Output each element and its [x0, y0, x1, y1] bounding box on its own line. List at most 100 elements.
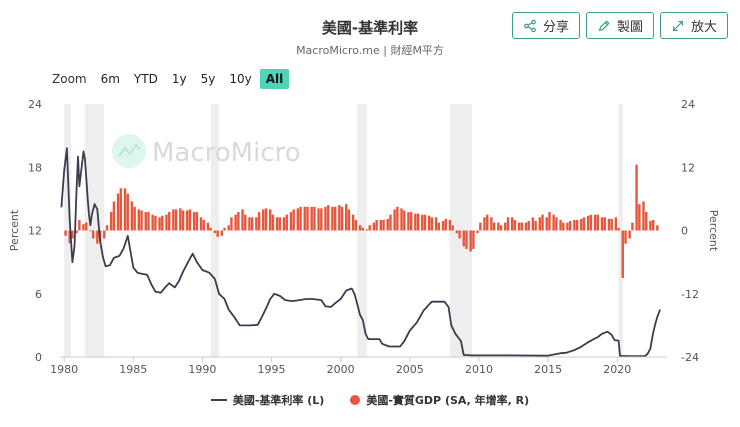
gdp-bar [403, 210, 406, 231]
gdp-bar [617, 227, 620, 231]
gdp-bar [345, 204, 348, 231]
y-left-tick-label: 12 [28, 225, 42, 238]
zoom-1y-button[interactable]: 1y [171, 72, 187, 86]
watermark-text: MacroMicro [152, 138, 301, 168]
gdp-bar [147, 212, 150, 231]
gdp-bar [624, 230, 627, 244]
gdp-bar [244, 214, 247, 231]
y-right-tick-label: 24 [681, 98, 695, 111]
gdp-bar [407, 212, 410, 231]
gdp-bar [275, 217, 279, 231]
gdp-bar [161, 215, 164, 231]
gdp-bar [472, 230, 475, 249]
zoom-ytd-button[interactable]: YTD [133, 72, 158, 86]
zoom-label: Zoom [52, 72, 87, 86]
gdp-bar [126, 193, 129, 231]
gdp-bar [137, 209, 141, 231]
gdp-bar [250, 217, 254, 231]
legend-item-gdp[interactable]: 美國-實質GDP (SA, 年增率, R) [350, 392, 529, 408]
gdp-bar [524, 222, 528, 231]
y-left-tick-label: 0 [35, 351, 42, 364]
gdp-bar [268, 209, 272, 231]
gdp-bar [423, 214, 427, 231]
gdp-bar [91, 230, 95, 239]
gdp-bar [361, 227, 365, 231]
gdp-bar [621, 230, 624, 278]
gdp-bar [628, 230, 631, 239]
x-tick-label: 2020 [603, 363, 631, 376]
gdp-bar [64, 230, 67, 236]
gdp-bar [593, 214, 597, 231]
gdp-bar [365, 229, 369, 231]
gdp-bar [559, 219, 562, 231]
zoom-all-button[interactable]: All [259, 69, 290, 89]
legend: 美國-基準利率 (L) 美國-實質GDP (SA, 年增率, R) [0, 392, 740, 408]
gdp-bar [531, 217, 535, 231]
gdp-bar [490, 217, 493, 231]
gdp-bar [331, 206, 334, 231]
watermark-logo-icon [112, 134, 146, 168]
draw-chart-button[interactable]: 製圖 [585, 12, 654, 39]
gdp-bar [434, 217, 438, 231]
gdp-bar [237, 212, 240, 231]
gdp-bar [555, 217, 558, 231]
gdp-bar [441, 221, 445, 231]
zoom-bar: Zoom 6m YTD 1y 5y 10y All [52, 69, 290, 89]
legend-dot-marker [350, 395, 361, 405]
recession-band [84, 104, 105, 357]
gdp-bar [631, 222, 634, 231]
share-button[interactable]: 分享 [511, 12, 580, 39]
x-tick-label: 2005 [396, 363, 424, 376]
gdp-bar [497, 222, 500, 231]
gdp-bar [534, 221, 537, 231]
gdp-bar [296, 208, 300, 231]
gdp-bar [324, 206, 327, 231]
gdp-bar [289, 212, 293, 231]
action-bar: 分享 製圖 放大 [511, 12, 728, 39]
gdp-bar [271, 214, 275, 231]
gdp-bar [292, 209, 295, 231]
gdp-bar [209, 227, 212, 231]
gdp-bar [351, 214, 355, 231]
gdp-bar [340, 206, 344, 231]
gdp-bar [492, 222, 496, 231]
gdp-bar [186, 210, 189, 231]
gdp-bar [234, 214, 237, 231]
gdp-bar [216, 230, 219, 237]
zoom-6m-button[interactable]: 6m [100, 72, 120, 86]
gdp-bar [444, 218, 447, 231]
zoom-5y-button[interactable]: 5y [200, 72, 216, 86]
gdp-bar [103, 230, 106, 239]
zoom-10y-button[interactable]: 10y [229, 72, 252, 86]
gdp-bar [206, 222, 210, 231]
recession-band [618, 104, 623, 357]
legend-item-rate[interactable]: 美國-基準利率 (L) [210, 392, 325, 408]
gdp-bar [172, 209, 175, 231]
enlarge-button[interactable]: 放大 [659, 12, 728, 39]
gdp-bar [227, 225, 230, 231]
gdp-bar [504, 222, 507, 231]
gdp-bar [430, 217, 434, 231]
draw-chart-label: 製圖 [616, 20, 643, 35]
rate-line [60, 147, 661, 358]
gdp-bar [645, 212, 648, 231]
recession-band [64, 104, 72, 357]
gdp-bar [257, 212, 261, 231]
y-left-axis-title: Percent [8, 209, 21, 251]
gdp-bar [158, 217, 161, 231]
gdp-bar [596, 214, 600, 231]
gdp-bar [89, 230, 92, 232]
chart-title: 美國-基準利率 [321, 19, 419, 37]
x-tick-label: 1980 [50, 363, 78, 376]
gdp-bar [600, 217, 604, 231]
y-right-tick-label: -24 [681, 351, 699, 364]
gdp-bar [517, 222, 521, 231]
gdp-bar [112, 201, 116, 231]
gdp-bars [64, 164, 659, 278]
x-tick-label: 2015 [534, 363, 562, 376]
x-tick-label: 2010 [465, 363, 493, 376]
gdp-bar [513, 219, 517, 231]
gdp-bar [396, 206, 399, 231]
legend-rate-label: 美國-基準利率 (L) [232, 394, 325, 407]
